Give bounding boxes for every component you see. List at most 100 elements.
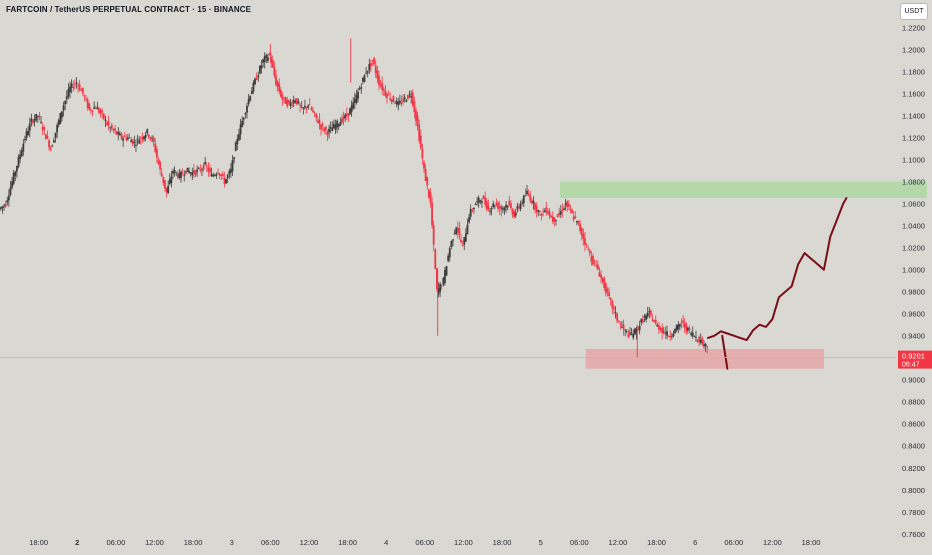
candle-body xyxy=(613,307,615,310)
candle-body xyxy=(476,201,479,202)
candle-body xyxy=(595,265,598,266)
currency-button[interactable]: USDT xyxy=(900,3,928,20)
candle-body xyxy=(247,98,250,105)
candle-body xyxy=(30,118,33,123)
candle-body xyxy=(617,321,620,323)
candle-body xyxy=(445,266,448,276)
candle-body xyxy=(588,250,591,254)
candle-body xyxy=(604,283,607,294)
candle-body xyxy=(650,310,652,316)
candle-body xyxy=(40,121,42,123)
candle-body xyxy=(73,84,76,86)
y-tick-label: 1.1200 xyxy=(902,134,925,143)
candle-body xyxy=(392,95,395,102)
candle-body xyxy=(152,137,155,142)
candle-body xyxy=(114,128,116,131)
candle-body xyxy=(530,200,533,204)
candle-body xyxy=(416,115,419,126)
x-tick-label: 12:00 xyxy=(609,538,628,547)
candle-body xyxy=(353,98,356,103)
candle-body xyxy=(107,121,110,126)
candle-body xyxy=(250,90,253,95)
candle-body xyxy=(556,214,559,218)
candle-body xyxy=(51,145,54,147)
candle-body xyxy=(159,161,162,170)
candle-body xyxy=(162,176,165,184)
candle-body xyxy=(505,204,507,208)
candle-body xyxy=(138,140,141,144)
candle-body xyxy=(564,203,567,206)
candle-body xyxy=(638,326,641,331)
candle-body xyxy=(278,83,281,92)
x-tick-label: 18:00 xyxy=(493,538,512,547)
candle-body xyxy=(601,277,604,282)
y-tick-label: 1.0800 xyxy=(902,178,925,187)
candle-body xyxy=(651,319,654,322)
candle-body xyxy=(281,95,284,100)
candle-body xyxy=(213,174,216,176)
y-tick-label: 1.0400 xyxy=(902,222,925,231)
candle-body xyxy=(33,119,36,122)
candle-body xyxy=(704,343,707,347)
candle-body xyxy=(687,327,689,331)
candle-body xyxy=(209,168,211,172)
candle-body xyxy=(521,202,524,204)
candle-body xyxy=(426,176,429,186)
candle-body xyxy=(489,210,491,212)
candle-body xyxy=(695,337,697,338)
candle-body xyxy=(43,126,46,130)
candle-body xyxy=(318,119,321,124)
candle-body xyxy=(118,133,121,136)
candle-body xyxy=(407,95,409,99)
x-tick-label: 5 xyxy=(539,538,543,547)
candle-body xyxy=(202,164,205,170)
candle-body xyxy=(641,319,644,323)
candle-body xyxy=(608,291,610,297)
candle-body xyxy=(80,90,83,91)
candle-body xyxy=(115,131,118,135)
candle-body xyxy=(308,104,311,106)
candle-body xyxy=(600,274,602,278)
candle-body xyxy=(376,70,379,79)
candle-body xyxy=(260,65,263,69)
candle-body xyxy=(265,54,268,58)
candle-body xyxy=(310,107,313,110)
candle-body xyxy=(630,333,633,335)
chart-title: FARTCOIN / TetherUS PERPETUAL CONTRACT ·… xyxy=(6,5,252,14)
candle-body xyxy=(382,88,385,91)
candle-body xyxy=(238,133,240,141)
candle-body xyxy=(233,157,236,160)
candle-body xyxy=(300,106,303,108)
candle-body xyxy=(516,206,519,209)
candle-body xyxy=(215,174,218,176)
candle-body xyxy=(46,135,49,139)
candle-body xyxy=(242,117,245,120)
candle-body xyxy=(289,102,292,106)
candle-body xyxy=(506,205,509,208)
candle-body xyxy=(72,87,75,89)
candle-body xyxy=(38,115,41,118)
candle-body xyxy=(487,205,490,210)
candle-body xyxy=(230,168,232,173)
candle-body xyxy=(535,205,538,213)
candle-body xyxy=(323,128,326,132)
candle-body xyxy=(312,110,314,112)
candle-body xyxy=(672,333,675,337)
candle-body xyxy=(653,320,656,323)
candle-body xyxy=(69,86,71,93)
candle-body xyxy=(337,124,340,127)
candle-body xyxy=(168,179,171,185)
candle-body xyxy=(555,220,557,221)
candle-body xyxy=(456,227,459,233)
candle-body xyxy=(514,212,517,216)
candle-body xyxy=(291,104,293,106)
price-axis[interactable]: 1.2200 1.2000 1.1800 1.1600 1.1400 1.1200 1.10… xyxy=(898,24,932,539)
candle-body xyxy=(442,277,445,285)
candle-body xyxy=(313,111,316,113)
candle-body xyxy=(411,92,414,106)
candle-body xyxy=(339,122,342,126)
time-axis[interactable]: 18:00 2 06:00 12:00 18:00 3 06:00 12:00 18:00 4 06… xyxy=(29,538,820,547)
candle-body xyxy=(418,124,421,141)
